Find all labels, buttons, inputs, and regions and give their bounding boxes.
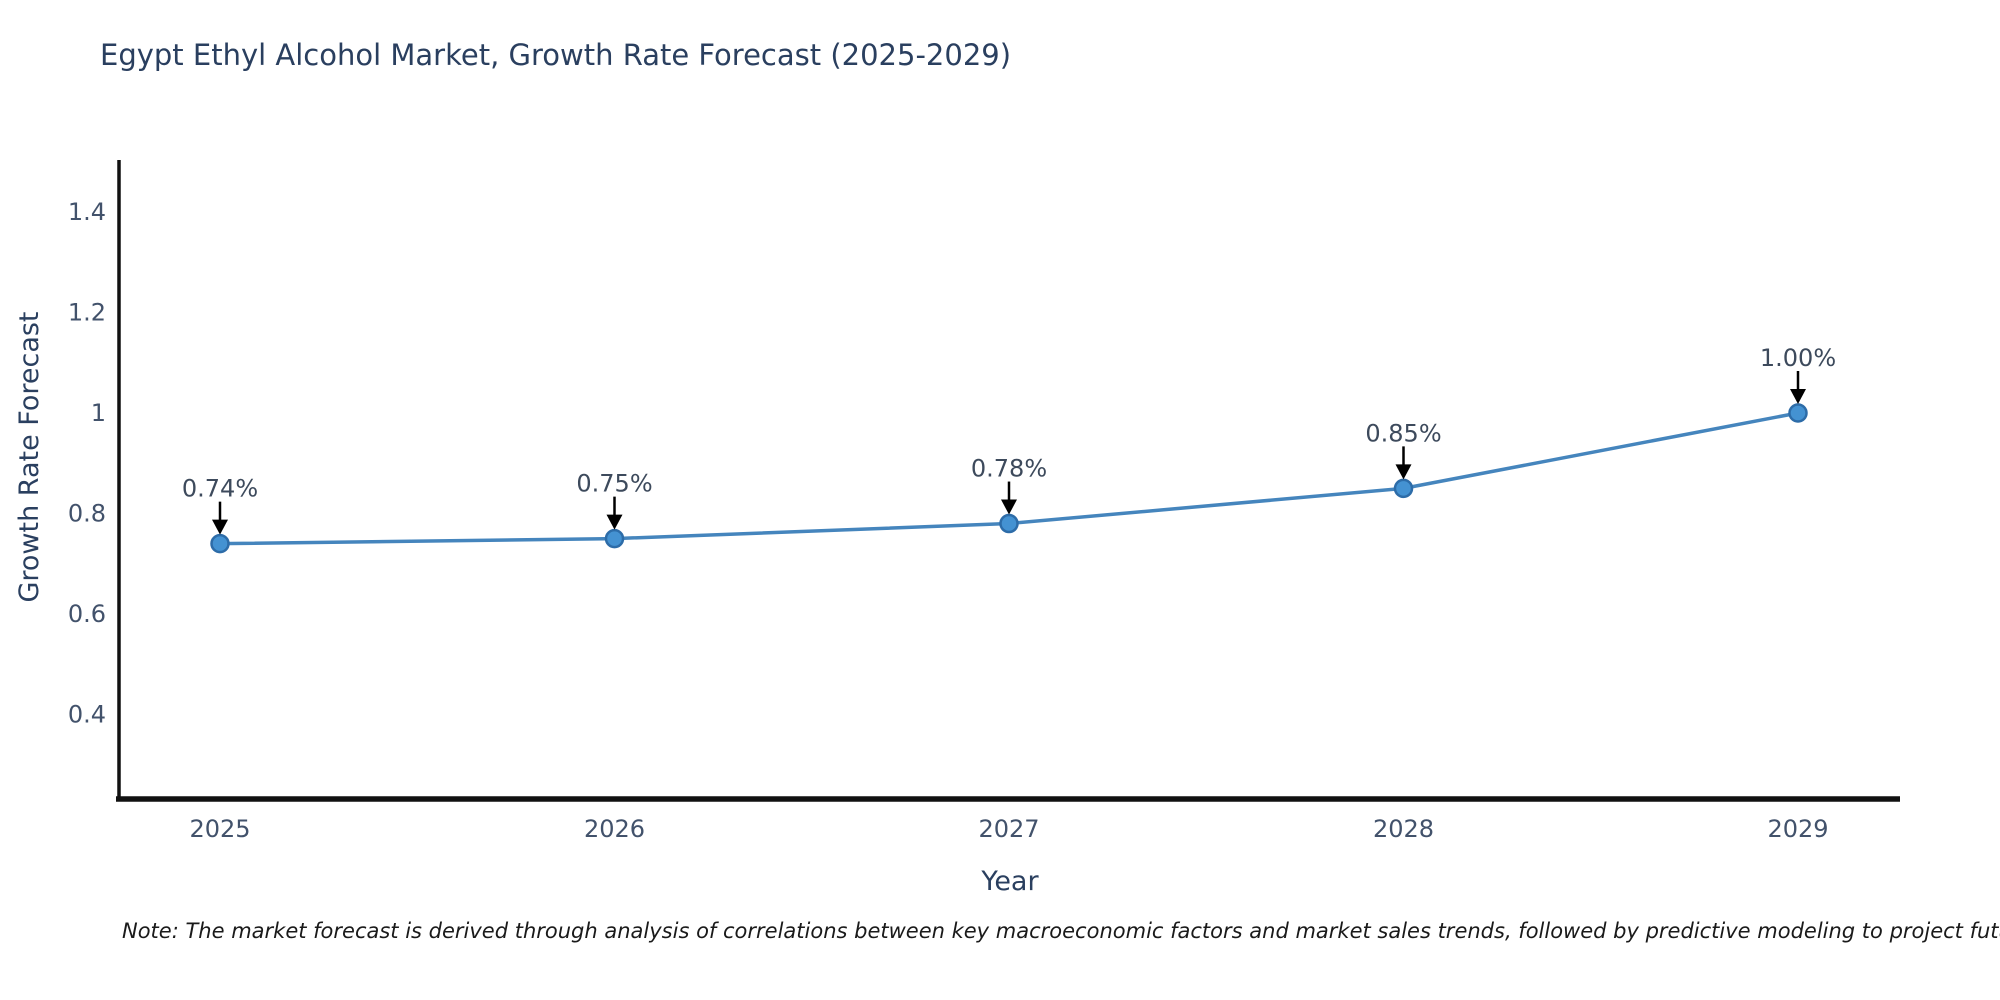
x-tick-label: 2027 — [978, 815, 1039, 843]
data-point-marker — [1393, 478, 1414, 499]
y-tick-label: 1.4 — [68, 198, 106, 226]
data-point-label: 0.78% — [971, 455, 1047, 483]
annotation-arrow-head — [212, 519, 228, 535]
y-tick-label: 1.2 — [68, 299, 106, 327]
chart-title: Egypt Ethyl Alcohol Market, Growth Rate … — [100, 38, 1012, 72]
data-point-marker — [210, 533, 230, 554]
data-point-label: 0.85% — [1365, 419, 1441, 447]
annotation-arrow-head — [1001, 499, 1017, 515]
y-tick-label: 0.8 — [68, 500, 106, 528]
x-tick-label: 2026 — [584, 815, 645, 843]
data-point-label: 0.75% — [576, 470, 652, 498]
data-point-marker — [999, 513, 1019, 534]
data-point-marker — [604, 528, 625, 549]
y-tick-label: 0.4 — [68, 701, 106, 729]
y-tick-label: 0.6 — [68, 600, 106, 628]
x-tick-label: 2029 — [1767, 815, 1828, 843]
footnote: Note: The market forecast is derived thr… — [122, 919, 2000, 943]
x-axis-title: Year — [980, 866, 1039, 897]
y-tick-label: 1 — [91, 399, 106, 427]
annotation-arrow-head — [1395, 464, 1412, 480]
y-axis-title: Growth Rate Forecast — [14, 311, 45, 602]
data-point-label: 1.00% — [1760, 344, 1836, 372]
data-point-marker — [1788, 403, 1808, 423]
annotation-arrow-head — [1790, 389, 1806, 404]
x-tick-label: 2028 — [1373, 815, 1434, 843]
data-point-label: 0.74% — [182, 475, 258, 503]
annotation-arrow-head — [606, 514, 623, 530]
x-tick-label: 2025 — [189, 815, 250, 843]
